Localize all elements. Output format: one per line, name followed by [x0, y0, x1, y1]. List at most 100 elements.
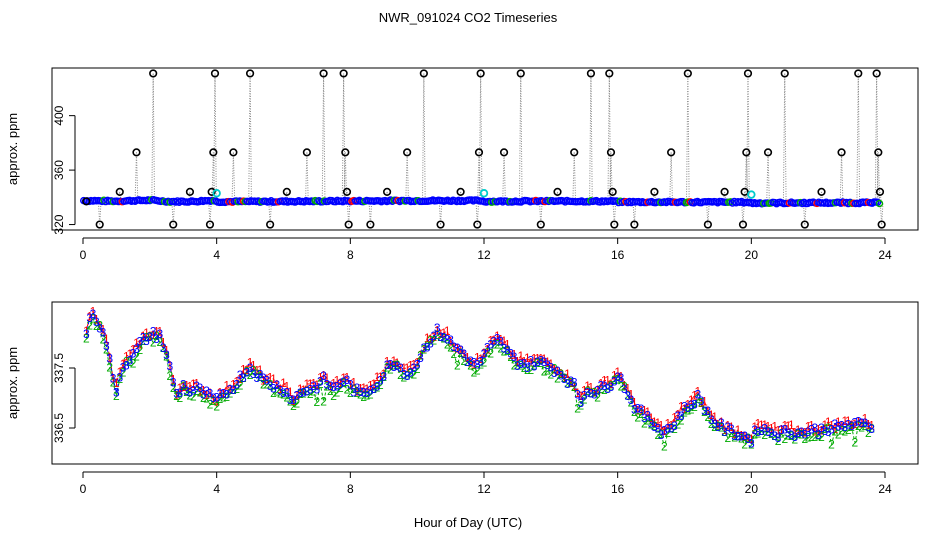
- series-1-marker: 1: [220, 387, 227, 401]
- series-1-marker: 1: [842, 414, 849, 428]
- series-1-marker: 1: [551, 363, 558, 377]
- series-1-marker: 1: [715, 418, 722, 432]
- series-3-marker: 3: [561, 372, 568, 386]
- series-3-marker: 3: [541, 355, 548, 369]
- series-1-marker: 1: [377, 370, 384, 384]
- series-1-marker: 1: [173, 389, 180, 403]
- spike-line: [344, 152, 348, 202]
- series-1-marker: 1: [404, 361, 411, 375]
- series-3-marker: 3: [828, 423, 835, 437]
- series-1-marker: 1: [765, 420, 772, 434]
- series-3-marker: 3: [815, 428, 822, 442]
- series-1-marker: 1: [257, 363, 264, 377]
- series-3-marker: 3: [761, 421, 768, 435]
- series-2-marker: 2: [237, 379, 244, 393]
- series-2-marker: 2: [601, 383, 608, 397]
- series-1-marker: 1: [798, 425, 805, 439]
- series-2-marker: 2: [126, 355, 133, 369]
- series-2-marker: 2: [721, 425, 728, 439]
- spike-point: [149, 69, 158, 78]
- series-2-marker: 2: [444, 338, 451, 352]
- spike-line: [572, 152, 575, 202]
- series-2-marker: 2: [243, 365, 250, 379]
- series-3-marker: 3: [133, 342, 140, 356]
- series-3-marker: 3: [471, 355, 478, 369]
- bottom-y-axis: 336.5 337.5: [52, 353, 76, 443]
- series-3-marker: 3: [190, 384, 197, 398]
- series-3-marker: 3: [731, 429, 738, 443]
- series-1-marker: 1: [571, 379, 578, 393]
- spike-point: [419, 69, 428, 78]
- series-2-marker: 2: [731, 431, 738, 445]
- series-1-marker: 1: [598, 377, 605, 391]
- series-2-marker: 2: [785, 429, 792, 443]
- spike-point: [342, 187, 352, 196]
- series-2-marker: 2: [795, 427, 802, 441]
- series-2-marker: 2: [130, 356, 137, 370]
- spike-point: [282, 187, 291, 196]
- series-2-marker: 2: [705, 410, 712, 424]
- series-2-marker: 2: [233, 382, 240, 396]
- series-3-marker: 3: [477, 354, 484, 368]
- series-3-marker: 3: [781, 423, 788, 437]
- series-3-marker: 3: [718, 416, 725, 430]
- series-1-marker: 1: [437, 327, 444, 341]
- series-3-marker: 3: [314, 383, 321, 397]
- series-1-marker: 1: [327, 379, 334, 393]
- series-2-marker: 2: [173, 389, 180, 403]
- series-2-marker: 2: [247, 368, 254, 382]
- series-2-marker: 2: [511, 359, 518, 373]
- series-3-marker: 3: [377, 373, 384, 387]
- series-3-marker: 3: [574, 387, 581, 401]
- series-1-marker: 1: [461, 347, 468, 361]
- series-1-marker: 1: [140, 329, 147, 343]
- series-3-marker: 3: [604, 382, 611, 396]
- series-3-marker: 3: [721, 425, 728, 439]
- series-2-marker: 2: [852, 436, 859, 450]
- series-2-marker: 2: [541, 365, 548, 379]
- bottom-series-markers: 1111111111111111111111111111111111111111…: [83, 304, 875, 453]
- series-3-marker: 3: [578, 396, 585, 410]
- series-2-marker: 2: [116, 372, 123, 386]
- spike-point: [743, 69, 753, 78]
- series-2-marker: 2: [855, 419, 862, 433]
- series-2-marker: 2: [681, 406, 688, 420]
- series-2-marker: 2: [304, 384, 311, 398]
- series-3-marker: 3: [855, 415, 862, 429]
- spike-point: [703, 220, 712, 229]
- spike-line: [742, 191, 746, 203]
- spike-line: [841, 152, 844, 203]
- series-3-marker: 3: [213, 391, 220, 405]
- series-1-marker: 1: [146, 329, 153, 343]
- series-1-marker: 1: [531, 351, 538, 365]
- series-2-marker: 2: [778, 427, 785, 441]
- bottom-x-axis: 0 4 8 12 16 20 24: [80, 471, 892, 496]
- series-2-marker: 2: [501, 345, 508, 359]
- series-2-marker: 2: [825, 421, 832, 435]
- series-1-marker: 1: [187, 379, 194, 393]
- series-3-marker: 3: [661, 424, 668, 438]
- series-1-marker: 1: [444, 324, 451, 338]
- spike-line: [343, 73, 346, 202]
- series-3-marker: 3: [832, 417, 839, 431]
- series-2-marker: 2: [417, 349, 424, 363]
- series-1-marker: 1: [133, 336, 140, 350]
- spike-point: [382, 187, 392, 196]
- top-y-axis-label: approx. ppm: [5, 113, 20, 185]
- series-1-marker: 1: [521, 354, 528, 368]
- spike-line: [877, 152, 881, 203]
- series-2-marker: 2: [544, 364, 551, 378]
- series-3-marker: 3: [347, 377, 354, 391]
- series-3-marker: 3: [260, 371, 267, 385]
- series-1-marker: 1: [310, 376, 317, 390]
- series-3-marker: 3: [273, 378, 280, 392]
- series-1-marker: 1: [167, 358, 174, 372]
- series-1-marker: 1: [758, 418, 765, 432]
- series-1-marker: 1: [287, 385, 294, 399]
- spike-line: [134, 152, 137, 201]
- series-1-marker: 1: [491, 333, 498, 347]
- series-3-marker: 3: [103, 339, 110, 353]
- series-2-marker: 2: [143, 331, 150, 345]
- series-2-marker: 2: [735, 429, 742, 443]
- series-2-marker: 2: [494, 338, 501, 352]
